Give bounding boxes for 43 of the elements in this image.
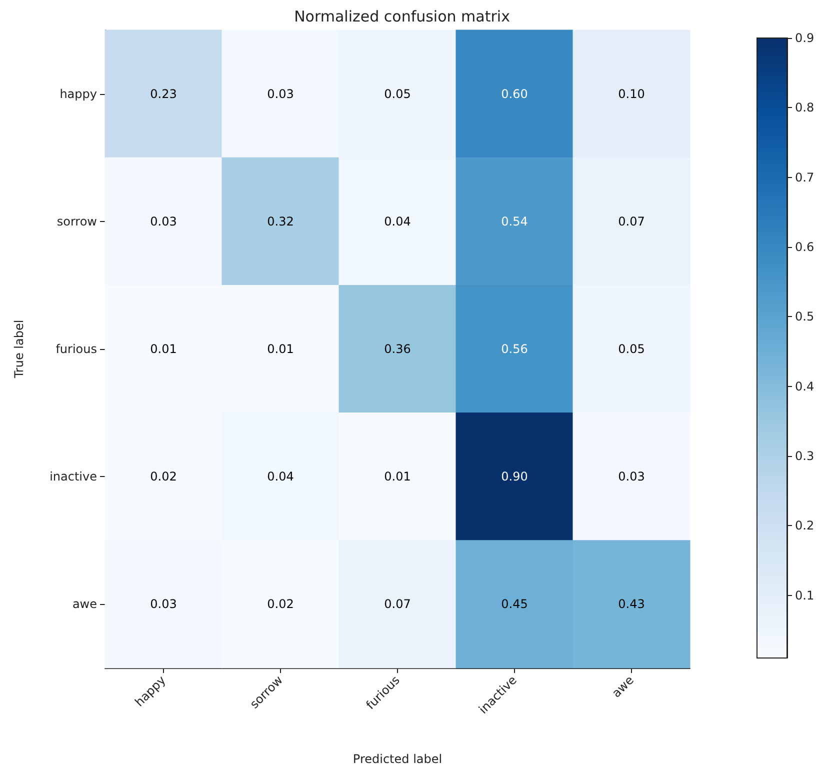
color-bar-label: 0.1 [795,588,814,602]
data-label: 0.03 [150,214,177,228]
color-bar-label: 0.2 [795,518,814,533]
chart-title: Normalized confusion matrix [294,8,510,26]
data-label: 0.07 [384,597,411,612]
data-label: 0.03 [150,597,177,612]
data-label: 0.05 [384,86,411,101]
x-tick-label: awe [609,673,636,700]
color-bar-label: 0.3 [795,448,814,463]
color-bar-label: 0.7 [795,170,814,184]
data-label: 0.43 [618,597,645,612]
data-label: 0.01 [267,342,294,356]
color-bar-label: 0.5 [795,310,814,324]
data-label: 0.05 [618,342,645,356]
data-label: 0.03 [618,470,645,484]
y-tick-label: awe [72,597,97,612]
y-axis-title: True label [12,320,26,380]
data-label: 0.07 [618,214,645,228]
data-label: 0.32 [267,214,294,228]
data-label: 0.04 [384,214,411,228]
y-tick-label: sorrow [56,214,98,228]
data-label: 0.02 [267,597,294,612]
data-label: 0.04 [267,470,294,484]
data-label: 0.45 [501,597,528,612]
data-label: 0.60 [501,86,528,101]
x-axis-title: Predicted label [352,752,442,766]
data-label: 0.23 [150,86,177,101]
data-label: 0.02 [150,470,177,484]
data-label: 0.56 [501,342,528,356]
data-label: 0.01 [384,470,411,484]
y-tick-label: happy [60,86,97,101]
data-label: 0.36 [384,342,411,356]
data-label: 0.10 [618,86,645,101]
color-bar-label: 0.6 [795,240,814,254]
data-label: 0.54 [501,214,528,228]
y-tick-label: inactive [50,470,97,484]
y-tick-label: furious [56,342,97,356]
data-label: 0.03 [267,86,294,101]
color-bar-label: 0.9 [795,31,814,45]
color-bar-label: 0.4 [795,379,814,394]
data-label: 0.01 [150,342,177,356]
data-label: 0.90 [501,470,528,484]
color-bar-label: 0.8 [795,100,814,115]
